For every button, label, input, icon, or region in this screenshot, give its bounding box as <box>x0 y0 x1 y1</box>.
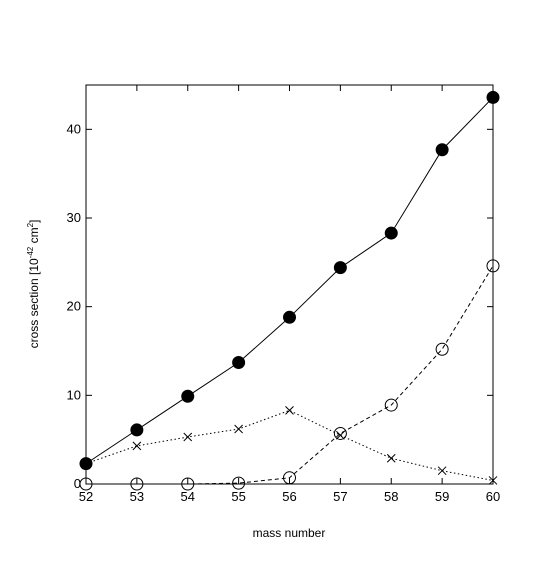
y-tick-label: 30 <box>67 210 81 225</box>
y-axis-label-exp2: 2 <box>26 222 35 227</box>
x-tick-label: 56 <box>282 489 296 504</box>
data-point <box>435 143 449 157</box>
x-tick-label: 59 <box>435 489 449 504</box>
marker-layer <box>79 90 500 491</box>
data-point <box>232 476 246 490</box>
data-point <box>384 226 398 240</box>
data-point <box>285 406 294 415</box>
data-point <box>386 453 396 463</box>
data-point <box>486 90 500 104</box>
data-point <box>336 430 345 440</box>
data-point <box>130 423 144 437</box>
data-point <box>81 459 91 468</box>
x-tick-label: 53 <box>130 489 144 504</box>
y-axis-label: cross section [10-42 cm2] <box>26 220 41 349</box>
data-point <box>333 426 347 440</box>
x-tick-label: 60 <box>486 489 500 504</box>
y-tick-label: 10 <box>67 387 81 402</box>
series-line-1 <box>85 97 494 465</box>
data-point <box>435 342 449 356</box>
data-point <box>333 261 347 275</box>
series-line-2 <box>85 409 494 481</box>
y-axis-label-base: cross section [10 <box>27 258 41 348</box>
y-tick-label: 20 <box>67 299 81 314</box>
y-axis-label-exp1: -42 <box>26 246 35 258</box>
y-axis-label-mid: cm <box>27 227 41 246</box>
x-tick-label: 58 <box>384 489 398 504</box>
x-tick-label: 54 <box>181 489 195 504</box>
series-line-3 <box>86 265 494 485</box>
y-axis-label-end: ] <box>27 220 41 223</box>
data-point <box>283 310 296 324</box>
x-axis-label: mass number <box>253 526 326 540</box>
data-point <box>232 356 246 370</box>
x-tick-label: 57 <box>333 489 347 504</box>
y-tick-label: 40 <box>67 121 81 136</box>
tick-layer: 52 53 54 55 56 57 58 59 60 0 10 20 30 40 <box>67 85 500 504</box>
data-point <box>183 432 193 442</box>
plot-frame <box>85 84 494 485</box>
data-point <box>486 259 500 273</box>
data-point <box>384 398 398 412</box>
series-layer <box>85 97 494 485</box>
data-point <box>234 424 243 434</box>
x-tick-label: 55 <box>231 489 245 504</box>
data-point <box>437 466 447 476</box>
y-tick-label: 0 <box>74 476 81 491</box>
data-point <box>132 441 142 451</box>
x-tick-label: 52 <box>79 489 93 504</box>
data-point <box>181 389 195 403</box>
